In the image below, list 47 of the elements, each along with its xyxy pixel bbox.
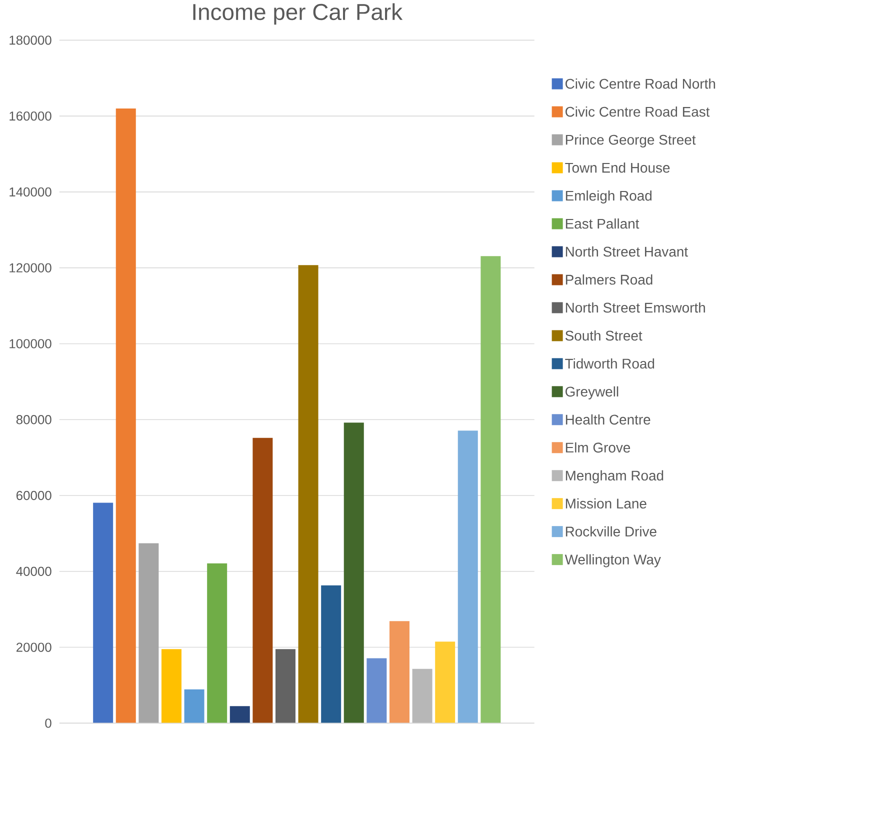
y-tick-label: 120000 [10,263,52,272]
legend-label: Emleigh Road [566,190,652,204]
legend-label: Tidworth Road [565,358,654,369]
legend-label: North Street Emsworth [566,302,705,313]
y-tick-label: 180000 [10,36,52,45]
bar [344,422,364,724]
legend-label: Mengham Road [566,470,664,484]
legend-label: North Street Havant [566,246,688,257]
bar [435,642,456,724]
y-tick-label: 0 [45,718,52,728]
y-tick-label: 80000 [16,415,52,424]
y-tick-label: 40000 [16,566,52,576]
legend-label: Rockville Drive [566,526,656,537]
legend-label: Health Centre [566,414,650,425]
bar [458,430,478,724]
bar [184,689,204,724]
bar [93,502,114,724]
y-tick-label: 160000 [10,112,52,121]
bar [480,256,501,724]
legend-label: Town End House [565,162,670,173]
legend-label: Prince George Street [566,134,696,148]
legend-label: Civic Centre Road North [566,78,716,89]
y-tick-label: 20000 [16,642,52,652]
bar [321,586,342,724]
y-tick-label: 140000 [10,187,52,197]
bar [161,649,182,724]
bar [366,658,387,724]
legend-label: Palmers Road [566,274,652,285]
bar [252,438,273,724]
bar [116,108,136,724]
bar [207,564,228,724]
y-tick-label: 100000 [10,339,52,348]
bar [138,543,159,724]
bar [230,706,250,724]
y-tick-label: 60000 [16,490,52,500]
legend-label: East Pallant [566,218,640,229]
bar [298,265,318,724]
bar [275,649,296,724]
legend-label: Greywell [566,386,618,400]
legend-label: Wellington Way [564,554,661,568]
chart-title: Income per Car Park [193,3,403,25]
legend-label: South Street [565,330,642,341]
legend-label: Civic Centre Road East [566,106,710,117]
legend-label: Elm Grove [566,442,630,453]
bar [389,621,410,724]
legend-label: Mission Lane [566,498,646,509]
bar [412,668,432,724]
